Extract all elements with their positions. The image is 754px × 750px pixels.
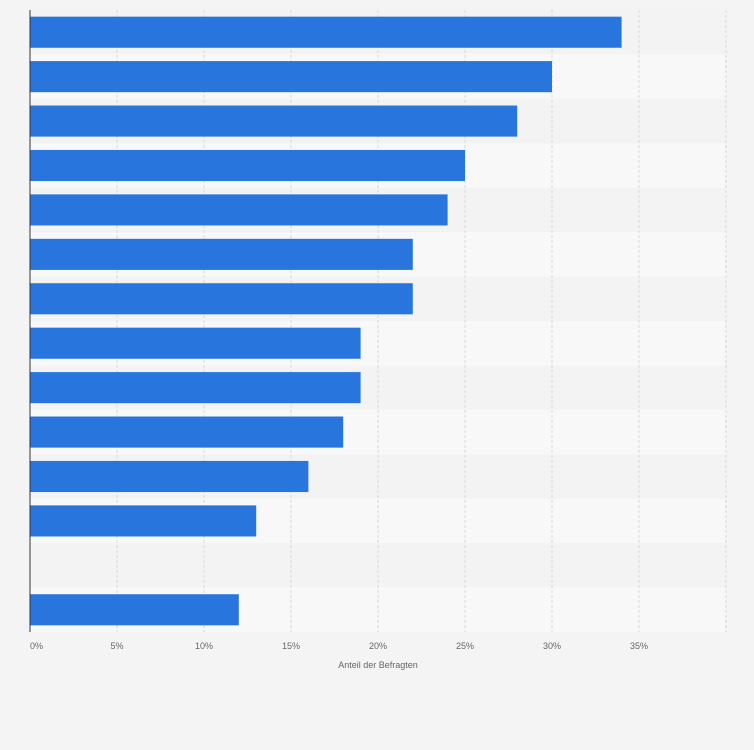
x-tick-label: 0%: [30, 641, 43, 651]
bar: [30, 149, 465, 182]
grid-lines: [116, 10, 727, 632]
bar: [30, 460, 309, 493]
x-tick-labels: 0% 5% 10% 15% 20% 25% 30% 35%: [30, 641, 648, 651]
bar: [30, 105, 518, 137]
x-tick-label: 20%: [369, 641, 387, 651]
x-tick-label: 5%: [110, 641, 123, 651]
x-tick-label: 25%: [456, 641, 474, 651]
x-axis-title: Anteil der Befragten: [338, 660, 418, 670]
bar: [30, 283, 413, 315]
bars: [30, 16, 622, 626]
bar: [30, 327, 361, 359]
x-tick-label: 10%: [195, 641, 213, 651]
bar: [30, 16, 622, 48]
x-tick-label: 15%: [282, 641, 300, 651]
bar: [30, 416, 344, 448]
bar: [30, 194, 448, 226]
bar: [30, 372, 361, 404]
x-tick-label: 30%: [543, 641, 561, 651]
bar: [30, 61, 552, 93]
x-tick-label: 35%: [630, 641, 648, 651]
bar: [30, 238, 413, 270]
bar: [30, 594, 239, 626]
bar: [30, 505, 257, 537]
